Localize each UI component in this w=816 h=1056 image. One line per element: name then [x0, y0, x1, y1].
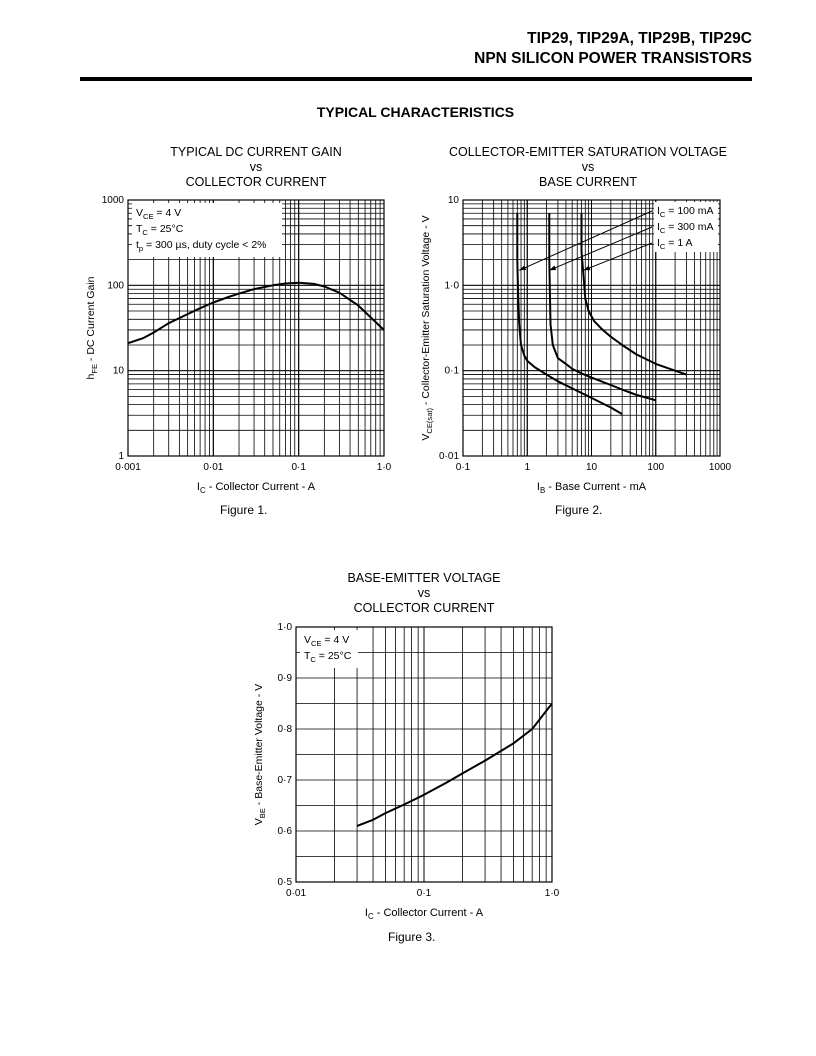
x-tick-label: 1·0 — [377, 462, 392, 473]
legend-arrowhead — [583, 265, 591, 271]
y-axis-label: VCE(sat) - Collector-Emitter Saturation … — [420, 215, 434, 440]
x-axis-label: IC - Collector Current - A — [365, 907, 484, 921]
y-tick-label: 1 — [118, 451, 124, 462]
condition-text: VCE = 4 V — [304, 634, 349, 648]
x-tick-label: 0·1 — [456, 462, 471, 473]
condition-text: TC = 25°C — [304, 650, 352, 664]
x-tick-label: 1000 — [709, 462, 732, 473]
figure1-caption: Figure 1. — [220, 503, 268, 517]
chart3-series-1-curve — [356, 702, 553, 827]
chart2-frame — [462, 199, 721, 457]
header-rule — [80, 77, 752, 81]
chart1: 0·001 0·01 0·1 1·0 1 10 100 1000 IC - Collector … — [85, 195, 392, 495]
legend-label: IC = 100 mA — [657, 205, 714, 219]
chart3: 0·01 0·1 1·0 0·5 0·6 0·7 0·8 0·9 1·0 IC - Collect… — [253, 622, 560, 921]
x-tick-label: 0·01 — [286, 888, 306, 899]
x-tick-label: 10 — [586, 462, 598, 473]
chart1-title-line3: COLLECTOR CURRENT — [185, 175, 327, 189]
chart2-title-line2: vs — [581, 160, 595, 174]
y-tick-label: 0·01 — [439, 451, 459, 462]
legend-arrowhead — [549, 265, 557, 271]
y-axis-label: hFE - DC Current Gain — [85, 276, 99, 379]
y-tick-label: 1000 — [102, 195, 125, 206]
y-tick-label: 1·0 — [445, 280, 460, 291]
chart3-conditions: VCE = 4 V TC = 25°C — [300, 630, 358, 668]
legend-pointer — [549, 226, 653, 271]
chart3-title-line1: BASE-EMITTER VOLTAGE — [347, 571, 501, 585]
legend-label: IC = 300 mA — [657, 221, 714, 235]
chart1-title-line2: vs — [249, 160, 263, 174]
chart1-frame — [127, 199, 385, 457]
y-tick-label: 1·0 — [278, 622, 293, 633]
condition-text: TC = 25°C — [136, 223, 184, 237]
condition-text: VCE = 4 V — [136, 207, 181, 221]
x-tick-label: 100 — [647, 462, 664, 473]
chart3-frame — [295, 626, 553, 883]
y-tick-label: 0·5 — [278, 877, 293, 888]
legend-pointer — [583, 242, 653, 271]
x-tick-label: 0·1 — [417, 888, 432, 899]
document-part-numbers: TIP29, TIP29A, TIP29B, TIP29C — [527, 30, 752, 47]
x-tick-label: 0·01 — [203, 462, 223, 473]
chart3-title-line2: vs — [417, 586, 431, 600]
chart2-title-line1: COLLECTOR-EMITTER SATURATION VOLTAGE — [448, 145, 728, 159]
conditions-background — [132, 203, 282, 257]
x-tick-label: 0·1 — [291, 462, 306, 473]
chart1-title: TYPICAL DC CURRENT GAIN vs COLLECTOR CUR… — [128, 145, 384, 190]
y-tick-label: 0·8 — [278, 724, 293, 735]
y-tick-label: 0·9 — [278, 673, 293, 684]
document-subtitle: NPN SILICON POWER TRANSISTORS — [474, 50, 752, 67]
chart1-title-line1: TYPICAL DC CURRENT GAIN — [170, 145, 342, 159]
chart3-title: BASE-EMITTER VOLTAGE vs COLLECTOR CURREN… — [296, 571, 552, 616]
x-tick-label: 1·0 — [545, 888, 560, 899]
y-tick-label: 0·6 — [278, 826, 293, 837]
chart2-series-1-curve — [516, 213, 623, 415]
y-tick-label: 0·7 — [278, 775, 293, 786]
y-tick-label: 10 — [113, 366, 125, 377]
x-axis-label: IB - Base Current - mA — [537, 481, 647, 495]
x-tick-label: 0·001 — [115, 462, 141, 473]
chart1-series-1-curve — [127, 281, 385, 345]
chart2-title: COLLECTOR-EMITTER SATURATION VOLTAGE vs … — [430, 145, 746, 190]
figure3-caption: Figure 3. — [388, 930, 436, 944]
figure2-caption: Figure 2. — [555, 503, 603, 517]
y-tick-label: 100 — [107, 280, 124, 291]
legend-background — [654, 202, 718, 252]
legend-label: IC = 1 A — [657, 237, 693, 251]
chart1-conditions: VCE = 4 V TC = 25°C tp = 300 µs, duty cycl… — [132, 203, 282, 257]
x-axis-label: IC - Collector Current - A — [197, 481, 316, 495]
legend-arrowhead — [519, 265, 527, 271]
conditions-background — [300, 630, 358, 668]
y-tick-label: 0·1 — [445, 366, 460, 377]
x-tick-label: 1 — [524, 462, 530, 473]
section-title: TYPICAL CHARACTERISTICS — [316, 104, 515, 120]
chart2-series-3-curve — [580, 213, 687, 376]
legend-pointer — [519, 210, 653, 271]
chart2-series-2-curve — [548, 213, 657, 402]
chart3-title-line3: COLLECTOR CURRENT — [353, 601, 495, 615]
condition-text: tp = 300 µs, duty cycle < 2% — [136, 239, 267, 253]
chart2-series-labels: IC = 100 mA IC = 300 mA IC = 1 A — [519, 202, 718, 271]
y-axis-label: VBE - Base-Emitter Voltage - V — [253, 684, 267, 825]
y-tick-label: 10 — [448, 195, 460, 206]
chart2-title-line3: BASE CURRENT — [539, 175, 637, 189]
